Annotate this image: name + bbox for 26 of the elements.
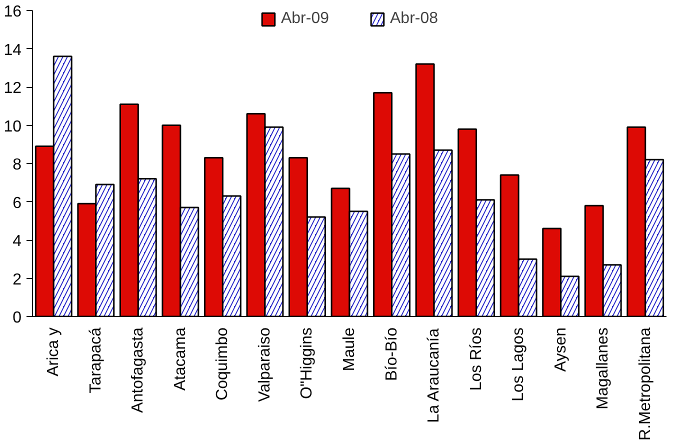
x-tick-label: Coquimbo (214, 327, 232, 400)
x-tick-label: Arica y (45, 327, 62, 376)
x-tick-label: Los Lagos (510, 327, 528, 402)
x-tick-label: Maule (341, 327, 358, 372)
x-tick-label: Magallanes (594, 328, 612, 410)
y-tick-label: 2 (12, 271, 22, 288)
x-tick-label: La Araucanía (426, 328, 443, 423)
y-tick-label: 16 (4, 4, 22, 20)
y-tick-label: 12 (4, 80, 22, 97)
x-tick-label: Atacama (172, 327, 189, 391)
x-tick-label: Antofagasta (130, 327, 147, 413)
y-tick-label: 0 (12, 310, 22, 326)
x-tick-label: Aysen (552, 327, 570, 372)
y-tick-label: 10 (4, 118, 22, 136)
y-tick-label: 6 (12, 194, 22, 212)
legend-label: Abr-08 (390, 10, 438, 28)
x-tick-label: Bío-Bío (383, 327, 400, 381)
legend-label: Abr-09 (280, 10, 329, 28)
x-tick-label: R.Metropolitana (636, 327, 654, 440)
x-tick-label: Los Ríos (468, 328, 485, 391)
y-tick-label: 8 (12, 156, 22, 174)
x-tick-label: O"Higgins (298, 328, 316, 399)
y-tick-label: 4 (12, 233, 22, 250)
y-tick-label: 14 (4, 42, 22, 59)
x-tick-label: Valparaiso (256, 327, 274, 402)
x-tick-label: Tarapacá (87, 327, 104, 394)
